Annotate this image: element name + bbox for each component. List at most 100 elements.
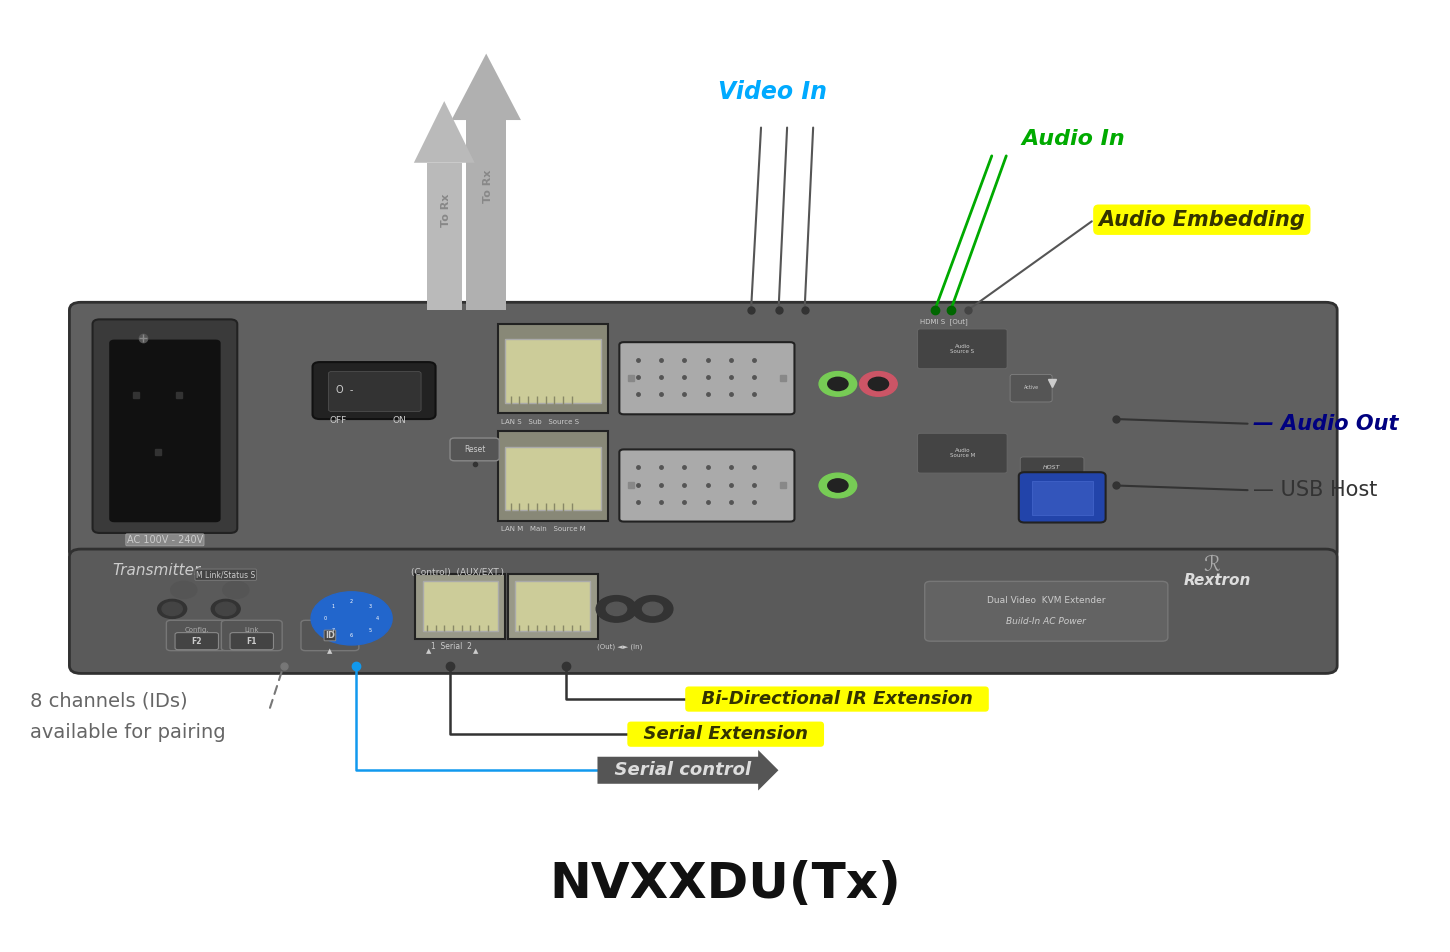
FancyBboxPatch shape	[1019, 472, 1105, 523]
Text: Dual Video  KVM Extender: Dual Video KVM Extender	[987, 596, 1105, 605]
FancyBboxPatch shape	[619, 449, 795, 522]
FancyBboxPatch shape	[415, 574, 505, 639]
Text: ▲: ▲	[473, 648, 479, 655]
Text: 3: 3	[368, 604, 371, 608]
Circle shape	[212, 600, 241, 619]
FancyBboxPatch shape	[1011, 374, 1053, 402]
FancyBboxPatch shape	[231, 633, 274, 649]
Text: (Out) ◄► (In): (Out) ◄► (In)	[596, 644, 642, 650]
FancyBboxPatch shape	[505, 339, 600, 403]
Text: Bi-Directional IR Extension: Bi-Directional IR Extension	[689, 690, 985, 708]
FancyBboxPatch shape	[93, 319, 238, 533]
Circle shape	[596, 596, 637, 623]
Text: LAN S   Sub   Source S: LAN S Sub Source S	[500, 419, 579, 425]
Polygon shape	[426, 163, 461, 310]
Text: ON: ON	[393, 416, 406, 426]
Circle shape	[158, 600, 187, 619]
Text: Audio In: Audio In	[1022, 129, 1125, 149]
Text: Serial control: Serial control	[602, 762, 764, 780]
FancyBboxPatch shape	[313, 362, 435, 419]
Text: available for pairing: available for pairing	[30, 723, 226, 742]
Text: F2: F2	[191, 637, 202, 645]
Text: OFF: OFF	[331, 416, 347, 426]
FancyBboxPatch shape	[222, 621, 283, 650]
FancyBboxPatch shape	[110, 340, 220, 522]
FancyBboxPatch shape	[450, 438, 499, 461]
Text: Video In: Video In	[718, 80, 826, 104]
Circle shape	[223, 582, 249, 599]
FancyBboxPatch shape	[422, 582, 497, 631]
Text: Rextron: Rextron	[1183, 573, 1251, 588]
Circle shape	[642, 603, 663, 616]
Text: Transmitter: Transmitter	[113, 564, 202, 579]
Text: (Control)  (AUX/EXT.): (Control) (AUX/EXT.)	[410, 568, 503, 577]
Circle shape	[162, 603, 183, 616]
FancyBboxPatch shape	[505, 446, 600, 510]
Circle shape	[606, 603, 626, 616]
Text: O  -: O -	[336, 385, 352, 395]
FancyBboxPatch shape	[507, 574, 597, 639]
FancyBboxPatch shape	[918, 433, 1008, 473]
Text: To Rx: To Rx	[483, 169, 493, 203]
Text: ℛ: ℛ	[1204, 555, 1219, 575]
Text: 1  Serial  2: 1 Serial 2	[431, 643, 471, 651]
Text: Reset: Reset	[464, 445, 486, 454]
Text: M Link/Status S: M Link/Status S	[196, 570, 255, 579]
Text: — USB Host: — USB Host	[1253, 480, 1378, 500]
Text: — Audio Out: — Audio Out	[1253, 414, 1399, 434]
Text: NVXXDU(Tx): NVXXDU(Tx)	[550, 861, 900, 908]
Polygon shape	[413, 101, 474, 163]
Text: LAN M   Main   Source M: LAN M Main Source M	[500, 526, 586, 532]
Circle shape	[216, 603, 236, 616]
Text: Serial Extension: Serial Extension	[631, 725, 821, 744]
Text: 6: 6	[349, 633, 354, 638]
Circle shape	[819, 473, 857, 498]
Text: Build-In AC Power: Build-In AC Power	[1006, 617, 1086, 625]
FancyBboxPatch shape	[497, 431, 608, 521]
Text: ID: ID	[325, 631, 335, 640]
Circle shape	[312, 592, 392, 645]
Circle shape	[632, 596, 673, 623]
FancyBboxPatch shape	[1021, 457, 1085, 478]
FancyBboxPatch shape	[619, 342, 795, 414]
Text: ▲: ▲	[426, 648, 431, 655]
FancyBboxPatch shape	[175, 633, 219, 649]
Text: F1: F1	[247, 637, 257, 645]
Text: 1: 1	[332, 604, 335, 608]
Text: 2: 2	[349, 599, 354, 604]
FancyBboxPatch shape	[515, 582, 590, 631]
FancyBboxPatch shape	[1032, 481, 1093, 515]
FancyBboxPatch shape	[925, 582, 1167, 641]
FancyBboxPatch shape	[70, 303, 1337, 560]
Text: Active: Active	[1024, 386, 1040, 390]
Text: 5: 5	[368, 628, 371, 633]
Circle shape	[828, 479, 848, 492]
Text: HOST: HOST	[1044, 465, 1061, 470]
FancyBboxPatch shape	[918, 328, 1008, 368]
Circle shape	[828, 377, 848, 390]
Text: Config.: Config.	[184, 626, 209, 633]
Text: Audio
Source M: Audio Source M	[950, 448, 974, 459]
Text: 7: 7	[332, 628, 335, 633]
Text: HDMI S  [Out]: HDMI S [Out]	[921, 318, 969, 325]
Circle shape	[171, 582, 197, 599]
Text: Audio Embedding: Audio Embedding	[1099, 209, 1305, 229]
Circle shape	[819, 371, 857, 396]
Circle shape	[869, 377, 889, 390]
Polygon shape	[465, 120, 506, 310]
FancyBboxPatch shape	[329, 371, 420, 411]
Text: 4: 4	[376, 616, 380, 621]
Text: AC 100V - 240V: AC 100V - 240V	[126, 535, 203, 545]
FancyBboxPatch shape	[302, 621, 358, 650]
Text: To Rx: To Rx	[441, 193, 451, 227]
Text: Link: Link	[245, 626, 260, 633]
Polygon shape	[451, 53, 521, 120]
Text: 0: 0	[323, 616, 328, 621]
FancyBboxPatch shape	[497, 324, 608, 413]
FancyBboxPatch shape	[167, 621, 228, 650]
Text: ▲: ▲	[328, 648, 332, 655]
Text: Audio
Source S: Audio Source S	[950, 344, 974, 354]
Text: 8 channels (IDs): 8 channels (IDs)	[30, 691, 188, 710]
FancyBboxPatch shape	[70, 549, 1337, 673]
Circle shape	[860, 371, 898, 396]
